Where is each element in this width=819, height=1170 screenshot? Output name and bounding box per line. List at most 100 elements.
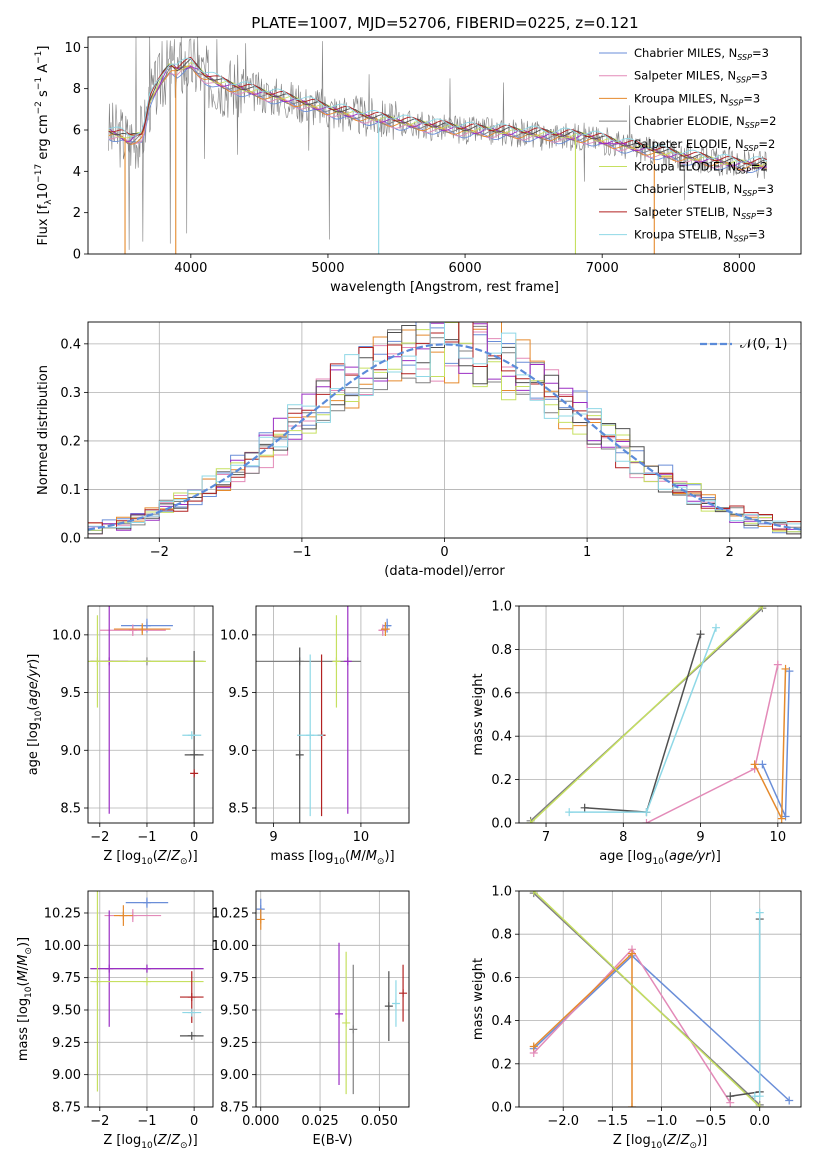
label-part: =3 [748, 228, 765, 242]
series-marker [755, 1092, 764, 1101]
x-axis-label: wavelength [Angstrom, rest frame] [330, 280, 559, 295]
series-line [753, 668, 787, 820]
label-part: M [350, 849, 361, 864]
label-part: 10 [141, 857, 153, 867]
y-tick-label: 9.75 [220, 971, 249, 986]
y-tick-label: 8.75 [220, 1101, 249, 1116]
label-part: 10 [141, 1141, 153, 1151]
x-tick-label: −1.5 [597, 1114, 629, 1129]
label-part: Chabrier MILES, N [634, 46, 737, 60]
label-part: / [361, 849, 366, 864]
y-tick-label: 0.6 [491, 686, 512, 701]
label-part: Z [170, 1133, 181, 1148]
axes-frame [87, 890, 214, 1108]
y-tick-label: 10.0 [52, 628, 81, 643]
series-marker [785, 1096, 794, 1105]
y-tick-label: 9.5 [228, 686, 249, 701]
y-tick-label: 0.8 [491, 928, 512, 943]
label-part: 10 [36, 183, 51, 200]
y-tick-label: 9.50 [52, 1003, 81, 1018]
series-line [646, 664, 779, 823]
x-tick-label: 0 [190, 830, 198, 845]
spectrum-model-line [108, 66, 767, 170]
label-part: )] [26, 654, 41, 664]
x-axis-label: mass [log10(M/M⊙)] [270, 849, 394, 867]
x-tick-label: −1 [137, 830, 156, 845]
data-point [142, 898, 151, 907]
label-part: SSP [736, 76, 751, 85]
series-marker [726, 1092, 735, 1101]
series-marker [526, 819, 535, 823]
label-part: Salpeter MILES, N [634, 69, 736, 83]
label-part: 10 [24, 986, 34, 998]
label-part: λ [44, 199, 54, 205]
spectrum-data-spike [307, 104, 310, 151]
label-part: ( [26, 706, 41, 711]
y-tick-label: 0.4 [491, 1014, 512, 1029]
label-part: Z [log [613, 1133, 651, 1148]
x-tick-label: 9 [269, 830, 277, 845]
label-part: M [16, 970, 31, 981]
spectrum-data-spike [328, 109, 331, 240]
y-tick-label: 1.0 [491, 885, 512, 900]
series-marker [773, 660, 782, 669]
spectrum-data-line [108, 38, 767, 179]
y-tick-label: 9.00 [52, 1068, 81, 1083]
y-axis-label: age [log10(age/yr)] [26, 654, 44, 776]
legend-label: Kroupa MILES, NSSP=3 [634, 91, 760, 107]
label-part: erg cm [36, 114, 51, 163]
series-marker [627, 949, 636, 958]
data-point [190, 769, 199, 778]
label-part: ( [153, 1133, 158, 1148]
label-part: SSP [744, 144, 759, 153]
data-point [93, 657, 102, 666]
x-tick-label: −1 [292, 545, 311, 560]
series-marker [529, 891, 538, 895]
data-point [190, 750, 199, 759]
spectrum-model-line [108, 58, 767, 166]
label-part: SSP [742, 189, 757, 198]
label-part: / [16, 965, 31, 970]
label-part: ⊙ [24, 947, 34, 955]
y-tick-label: 0.6 [491, 971, 512, 986]
y-axis-label: Flux [fλ10−17 erg cm−2 s−1 A−1] [34, 46, 54, 246]
data-point [142, 964, 151, 973]
plot-area [256, 606, 392, 823]
data-point [119, 911, 128, 920]
label-part: Kroupa ELODIE, N [634, 160, 736, 174]
label-part: Kroupa STELIB, N [634, 228, 734, 242]
legend-label: 𝒩(0, 1) [740, 337, 787, 352]
data-point [349, 1025, 358, 1034]
label-part: 10 [651, 1141, 663, 1151]
label-part: ( [16, 981, 31, 986]
spectrum-data-spike [148, 37, 151, 102]
series-line [533, 951, 633, 1107]
label-part: SSP [736, 167, 751, 176]
spectrum-data-spike [502, 82, 505, 132]
label-part: ⊙ [180, 857, 188, 867]
series-marker [642, 808, 651, 817]
y-tick-label: 2 [73, 206, 81, 221]
y-tick-label: 9.0 [60, 744, 81, 759]
y-axis-label: mass [log10(M/M⊙)] [16, 937, 34, 1061]
label-part: A [36, 64, 51, 77]
y-tick-label: 9.00 [220, 1068, 249, 1083]
x-tick-label: −2 [150, 545, 169, 560]
series-marker [781, 664, 790, 673]
label-part: M [16, 955, 31, 966]
label-part: age/yr [669, 849, 712, 864]
x-tick-label: 5000 [311, 261, 344, 276]
label-part: age/yr [26, 662, 41, 705]
y-tick-label: 10.00 [212, 939, 249, 954]
y-tick-label: 0.4 [491, 730, 512, 745]
data-point [381, 625, 390, 634]
label-part: / [676, 1133, 681, 1148]
label-part: )] [188, 1133, 198, 1148]
legend-label: Salpeter MILES, NSSP=3 [634, 69, 768, 85]
series-line [584, 633, 702, 813]
label-part: ⊙ [689, 1141, 697, 1151]
data-point [343, 657, 352, 666]
label-part: −1 [34, 77, 44, 90]
gaussian-curve [88, 343, 801, 531]
